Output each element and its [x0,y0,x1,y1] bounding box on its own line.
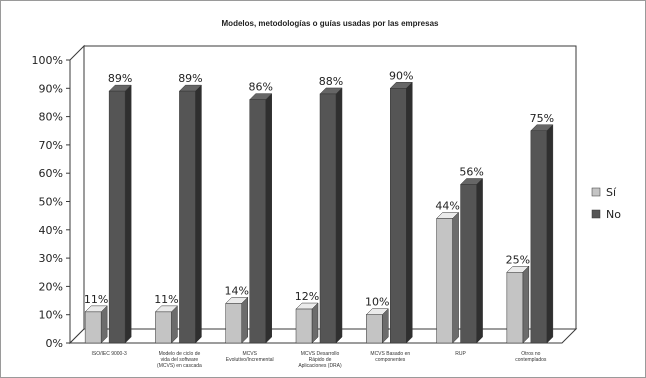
y-tick-label: 80% [39,111,63,124]
category-label-line: contemplados [515,357,547,363]
bar-no-2-side [265,93,272,344]
bar-no-4-side [406,81,413,344]
data-label-si: 11% [84,293,108,306]
bar-si-5-side [452,211,459,344]
bar-si-6-side [522,265,530,344]
bar-si-3 [295,308,313,344]
bar-no-0 [108,90,126,344]
bar-no-6 [530,130,548,344]
bar-no-2 [249,99,266,344]
bar-no-3 [319,93,337,344]
bar-no-6-side [546,124,554,344]
category-label-line: vida del software [161,357,199,363]
category-label-line: Otros no [521,351,540,357]
legend-swatch-no [591,209,601,219]
bar-si-6 [506,272,524,344]
data-label-si: 25% [506,253,530,266]
chart-title: Modelos, metodologías o guías usadas por… [222,19,440,28]
category-label: RUP [455,351,466,357]
data-label-si: 14% [224,284,248,297]
bar-si-1 [155,311,172,344]
bar-no-0-side [124,84,132,344]
y-tick-label: 100% [32,54,63,67]
category-label-line: MCVS [242,351,257,357]
legend-label-si: Sí [606,186,617,199]
category-label: MCVS Desarrollo Rápido de Aplicaciones (DR… [298,351,342,369]
category-label: MCVS Evolutivo/Incremental [226,351,274,363]
y-tick-label: 30% [39,252,63,265]
left-wall [69,44,85,345]
bar-si-4 [366,314,383,344]
bar-no-4 [390,88,407,344]
category-label-line: Rápido de [309,357,332,363]
category-label: MCVS Basado en componentes [370,351,410,363]
y-tick-label: 60% [39,167,63,180]
y-tick-label: 40% [39,224,63,237]
y-tick-label: 90% [39,82,63,95]
bar-no-5-side [476,177,483,344]
data-label-si: 11% [154,293,178,306]
bar-si-2 [225,303,242,344]
data-label-si: 44% [435,199,459,212]
category-label-line: componentes [375,357,406,363]
data-label-no: 88% [319,75,343,88]
y-tick-label: 10% [39,309,63,322]
category-label: Otros no contemplados [515,351,547,363]
category-label-line: Aplicaciones (DRA) [298,363,342,369]
bar-si-0-side [100,305,108,344]
legend-swatch-si [591,187,601,197]
category-label-line: MCVS Desarrollo [301,351,340,357]
y-tick-label: 70% [39,139,63,152]
bar-no-3-side [335,87,343,344]
bar-si-5 [436,218,453,344]
category-label: Modelo de ciclo de vida del software (MCVS… [157,351,202,369]
category-label-line: ISO/IEC 9000-3 [91,351,127,357]
y-tick-label: 0% [46,337,63,350]
category-label-line: (MCVS) en cascada [157,363,202,369]
bar-no-1-side [195,84,202,344]
data-label-no: 90% [389,69,413,82]
data-label-si: 12% [295,290,319,303]
bar-si-3-side [311,302,319,344]
data-label-no: 56% [459,166,483,179]
y-tick-label: 50% [39,196,63,209]
legend-label-no: No [606,208,621,221]
data-label-si: 10% [365,296,389,309]
bar-no-1 [179,90,196,344]
data-label-no: 89% [108,72,132,85]
category-label-line: RUP [455,351,466,357]
data-label-no: 86% [248,81,272,94]
bar-no-5 [460,184,477,344]
category-label-line: Evolutivo/Incremental [226,357,274,363]
data-label-no: 75% [530,112,554,125]
category-label-line: Modelo de ciclo de [159,351,201,357]
category-label: ISO/IEC 9000-3 [91,351,127,357]
bar-si-0 [84,311,102,344]
bar-si-1-side [171,305,178,344]
category-label-line: MCVS Basado en [370,351,410,357]
y-tick-label: 20% [39,280,63,293]
data-label-no: 89% [178,72,202,85]
bar-si-2-side [241,296,248,344]
